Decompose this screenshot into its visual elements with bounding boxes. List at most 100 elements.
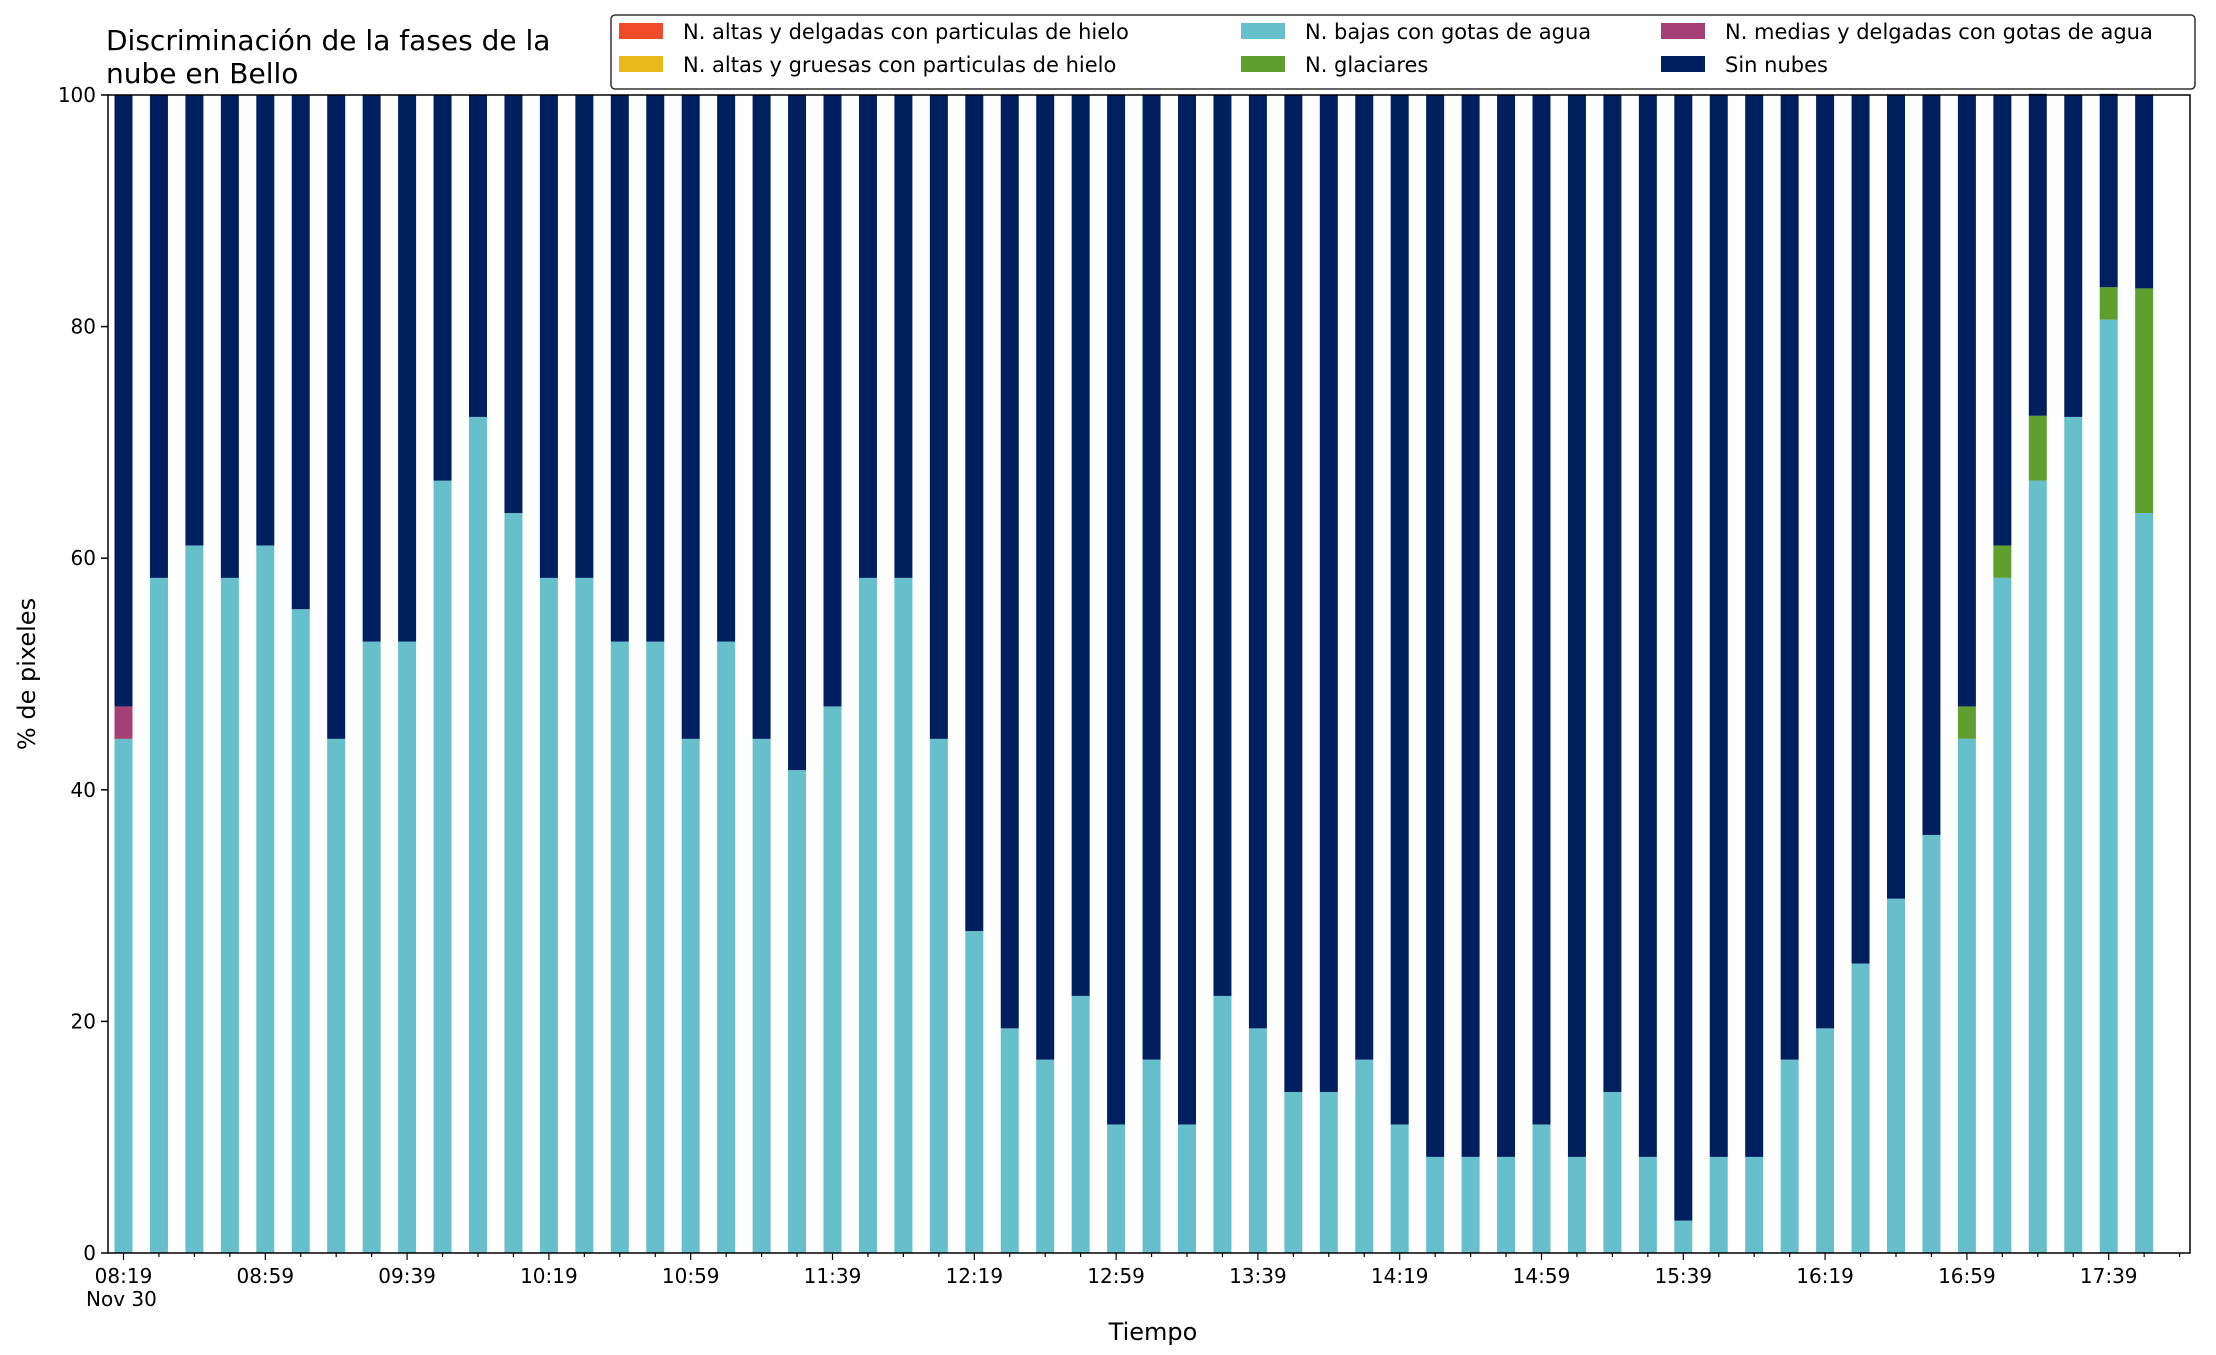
bar-segment-2-31 <box>1213 995 1232 1253</box>
bar-segment-5-45 <box>1709 95 1728 1157</box>
bar-segment-5-43 <box>1638 95 1657 1157</box>
legend-swatch-1 <box>619 56 663 72</box>
legend-swatch-4 <box>1661 23 1705 39</box>
bar-segment-5-32 <box>1248 95 1267 1029</box>
bar-segment-3-57 <box>2135 288 2154 514</box>
bar-segment-5-24 <box>965 95 984 932</box>
bar-segment-2-7 <box>362 641 381 1253</box>
bar-segment-2-45 <box>1709 1156 1728 1253</box>
x-tick-label-7: 12:59 <box>1087 1264 1145 1288</box>
x-axis: 08:19 08:59 09:39 10:19 10:59 11:39 12:19 12:59… <box>95 1253 2181 1288</box>
bar-segment-5-20 <box>823 95 842 707</box>
bar-segment-2-11 <box>504 513 523 1253</box>
bar-segment-5-30 <box>1178 95 1196 1125</box>
bar-segment-2-48 <box>1816 1028 1835 1253</box>
bar-segment-2-43 <box>1638 1156 1657 1253</box>
chart-title-line-2: nube en Bello <box>106 57 298 90</box>
bar-segment-5-53 <box>1993 95 2012 546</box>
bar-segment-2-18 <box>752 738 771 1253</box>
x-tick-label-13: 16:59 <box>1938 1264 1996 1288</box>
bar-segment-5-8 <box>398 95 417 642</box>
bar-segment-2-4 <box>256 545 275 1253</box>
bar-segment-5-37 <box>1426 95 1445 1157</box>
bar-segment-5-15 <box>646 95 665 642</box>
bar-segment-5-13 <box>575 95 594 578</box>
bar-segment-2-38 <box>1461 1156 1480 1253</box>
bar-segment-2-12 <box>539 577 558 1253</box>
bar-segment-2-28 <box>1107 1124 1126 1253</box>
bar-segment-5-41 <box>1567 95 1586 1157</box>
bar-segment-5-46 <box>1745 95 1764 1157</box>
legend-label-4: N. medias y delgadas con gotas de agua <box>1725 20 2153 44</box>
bar-segment-2-36 <box>1390 1124 1409 1253</box>
bar-segment-2-25 <box>1000 1028 1019 1253</box>
y-tick-label-40: 40 <box>71 778 96 802</box>
bar-segment-2-10 <box>469 416 487 1253</box>
bar-segment-2-26 <box>1036 1059 1055 1253</box>
bar-segment-2-30 <box>1178 1124 1196 1253</box>
bar-segment-2-32 <box>1248 1028 1267 1253</box>
bar-segment-2-2 <box>185 545 204 1253</box>
bar-segment-2-37 <box>1426 1156 1445 1253</box>
bar-segment-5-5 <box>291 95 310 610</box>
bar-segment-5-39 <box>1497 95 1516 1157</box>
y-tick-label-20: 20 <box>71 1009 96 1033</box>
x-date-label: Nov 30 <box>86 1287 157 1311</box>
bar-segment-3-56 <box>2099 287 2118 320</box>
bar-segment-5-11 <box>504 95 523 514</box>
x-tick-label-11: 15:39 <box>1654 1264 1712 1288</box>
legend-box <box>610 14 2196 90</box>
bar-segment-5-57 <box>2135 95 2154 289</box>
y-tick-label-0: 0 <box>83 1241 96 1265</box>
bar-segment-5-54 <box>2028 93 2047 416</box>
x-tick-label-4: 10:59 <box>662 1264 720 1288</box>
bar-segment-2-54 <box>2028 480 2047 1253</box>
x-tick-label-14: 17:39 <box>2080 1264 2138 1288</box>
bar-segment-5-25 <box>1000 95 1019 1029</box>
x-axis-label: Tiempo <box>1108 1318 1198 1346</box>
bar-segment-2-50 <box>1887 898 1905 1253</box>
legend-swatch-0 <box>619 23 663 39</box>
bar-segment-5-51 <box>1922 95 1941 835</box>
bar-segment-5-42 <box>1603 95 1622 1093</box>
y-tick-label-80: 80 <box>71 315 96 339</box>
bar-segment-2-16 <box>681 738 700 1253</box>
bar-segment-5-26 <box>1036 95 1055 1060</box>
bar-segment-5-0 <box>114 95 133 707</box>
bar-segment-5-21 <box>858 95 877 578</box>
bar-segment-2-24 <box>965 931 984 1253</box>
bar-segment-5-31 <box>1213 95 1232 996</box>
bar-segment-3-54 <box>2028 415 2047 481</box>
bar-segment-2-34 <box>1319 1092 1338 1253</box>
legend: N. altas y delgadas con particulas de hi… <box>610 14 2196 90</box>
bar-segment-5-29 <box>1142 95 1161 1060</box>
bar-segment-5-19 <box>788 95 807 771</box>
x-tick-label-10: 14:59 <box>1513 1264 1571 1288</box>
bar-segment-5-2 <box>185 95 204 546</box>
x-tick-label-2: 09:39 <box>378 1264 436 1288</box>
bar-segment-5-33 <box>1284 95 1303 1093</box>
bar-segment-5-50 <box>1887 95 1905 899</box>
bar-segment-2-57 <box>2135 513 2154 1253</box>
chart-title-line-1: Discriminación de la fases de la <box>106 24 550 57</box>
bar-segment-2-17 <box>717 641 736 1253</box>
x-tick-label-1: 08:59 <box>236 1264 294 1288</box>
y-axis: 0 20 40 60 80 100 <box>58 83 108 1265</box>
bar-segment-5-34 <box>1319 95 1338 1093</box>
x-tick-label-3: 10:19 <box>520 1264 578 1288</box>
bar-segment-5-22 <box>894 95 913 578</box>
bar-segment-2-8 <box>398 641 417 1253</box>
bar-segment-5-35 <box>1355 95 1374 1060</box>
bar-segment-2-44 <box>1674 1220 1693 1253</box>
y-tick-label-100: 100 <box>58 83 96 107</box>
x-tick-label-6: 12:19 <box>945 1264 1003 1288</box>
y-tick-label-60: 60 <box>71 546 96 570</box>
bar-segment-2-13 <box>575 577 594 1253</box>
bar-segment-4-0 <box>114 706 133 739</box>
x-tick-label-9: 14:19 <box>1371 1264 1429 1288</box>
bar-segment-5-17 <box>717 95 736 642</box>
bar-segment-5-44 <box>1674 95 1693 1221</box>
bars-layer <box>114 93 2154 1253</box>
bar-segment-2-55 <box>2064 416 2083 1253</box>
